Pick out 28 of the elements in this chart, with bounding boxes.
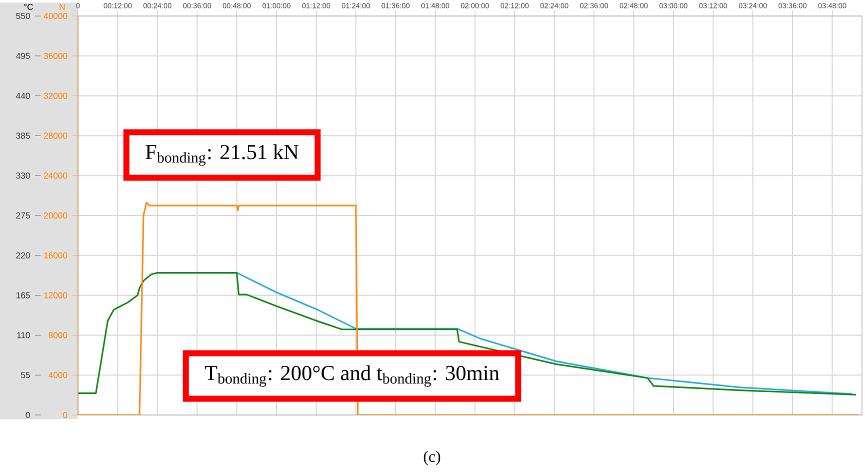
y-tick-label: 550 xyxy=(16,12,30,20)
y2-tick-label: 8000 xyxy=(48,332,68,338)
y2-tick-label: 16000 xyxy=(44,252,68,258)
y2-tick-label: 20000 xyxy=(44,212,68,219)
text: (c) xyxy=(424,450,440,466)
y-tick-label: 110 xyxy=(17,332,30,338)
y-tick-label: 275 xyxy=(16,212,30,219)
y2-tick-label: 24000 xyxy=(44,172,68,179)
y2-axis-title: N xyxy=(60,4,65,10)
line-series xyxy=(78,202,859,415)
y2-tick-label: 36000 xyxy=(44,52,68,59)
y2-tick-label: 4000 xyxy=(48,372,68,378)
annotation: F$_{bonding}$: 21.51 kN xyxy=(146,144,298,166)
y-tick-label: 330 xyxy=(16,172,30,179)
y2-tick-label: 0 xyxy=(63,412,68,418)
y2-tick-label: 28000 xyxy=(44,132,68,139)
y-tick-label: 165 xyxy=(16,292,30,298)
y-axis-title: °C xyxy=(24,4,33,10)
annotation: T$_{bonding}$: 200°C and t$_{bonding}$: 30min xyxy=(204,365,500,387)
y2-tick-label: 40000 xyxy=(44,12,68,20)
y-tick-label: 0 xyxy=(26,412,30,418)
y-tick-label: 440 xyxy=(16,92,30,99)
y-tick-label: 385 xyxy=(16,132,30,139)
y-tick-label: 220 xyxy=(16,252,30,258)
y2-tick-label: 12000 xyxy=(44,292,68,298)
y-tick-label: 495 xyxy=(16,52,30,59)
y2-tick-label: 32000 xyxy=(44,92,68,99)
y-tick-label: 55 xyxy=(20,372,30,378)
